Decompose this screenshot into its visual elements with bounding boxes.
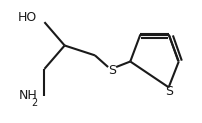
Text: 2: 2 <box>31 98 37 108</box>
Text: S: S <box>165 85 173 98</box>
Text: HO: HO <box>18 11 37 24</box>
Text: S: S <box>108 64 116 77</box>
Text: NH: NH <box>19 89 37 102</box>
